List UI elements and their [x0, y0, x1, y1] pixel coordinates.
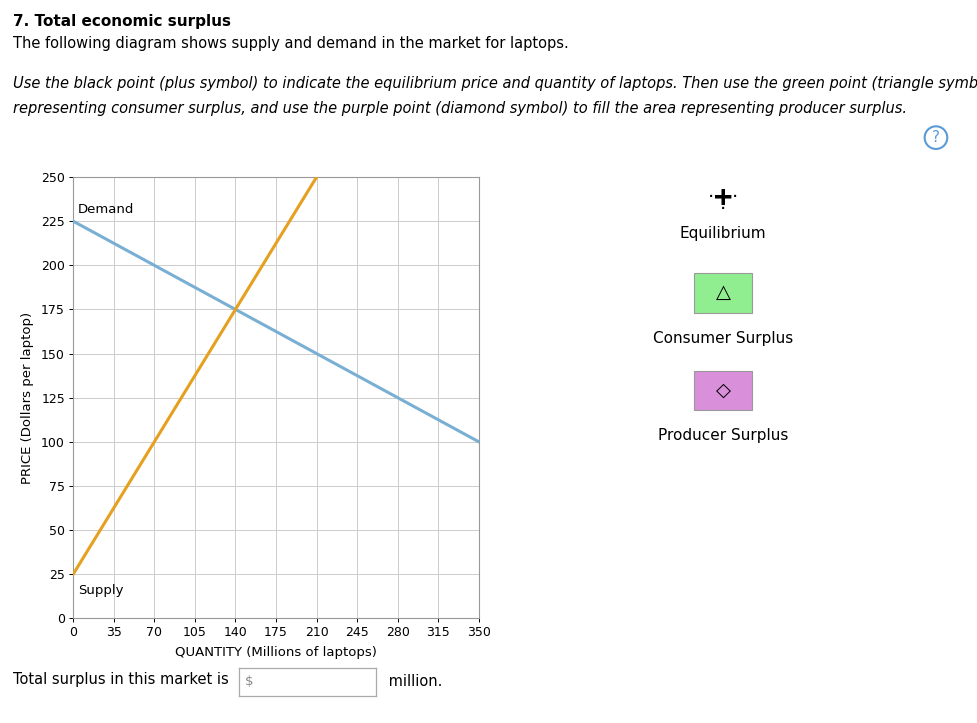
Text: Consumer Surplus: Consumer Surplus [653, 331, 793, 346]
Y-axis label: PRICE (Dollars per laptop): PRICE (Dollars per laptop) [21, 312, 34, 484]
Text: million.: million. [384, 675, 443, 689]
Text: 7. Total economic surplus: 7. Total economic surplus [13, 14, 231, 30]
X-axis label: QUANTITY (Millions of laptops): QUANTITY (Millions of laptops) [175, 646, 377, 659]
Text: ·: · [720, 200, 726, 219]
Text: Equilibrium: Equilibrium [680, 226, 766, 241]
Text: △: △ [715, 283, 731, 302]
Text: ◇: ◇ [715, 381, 731, 400]
Text: ·: · [732, 188, 738, 207]
Text: ?: ? [932, 130, 940, 145]
Text: +: + [714, 183, 732, 212]
Text: $: $ [245, 675, 253, 688]
Text: Total surplus in this market is: Total surplus in this market is [13, 672, 234, 687]
Text: The following diagram shows supply and demand in the market for laptops.: The following diagram shows supply and d… [13, 36, 569, 51]
Text: representing consumer surplus, and use the purple point (diamond symbol) to fill: representing consumer surplus, and use t… [13, 101, 907, 116]
Text: Supply: Supply [78, 584, 123, 597]
Text: Producer Surplus: Producer Surplus [658, 428, 788, 443]
Text: Use the black point (plus symbol) to indicate the equilibrium price and quantity: Use the black point (plus symbol) to ind… [13, 76, 977, 91]
Text: Demand: Demand [78, 203, 134, 216]
Text: ·: · [708, 188, 714, 207]
